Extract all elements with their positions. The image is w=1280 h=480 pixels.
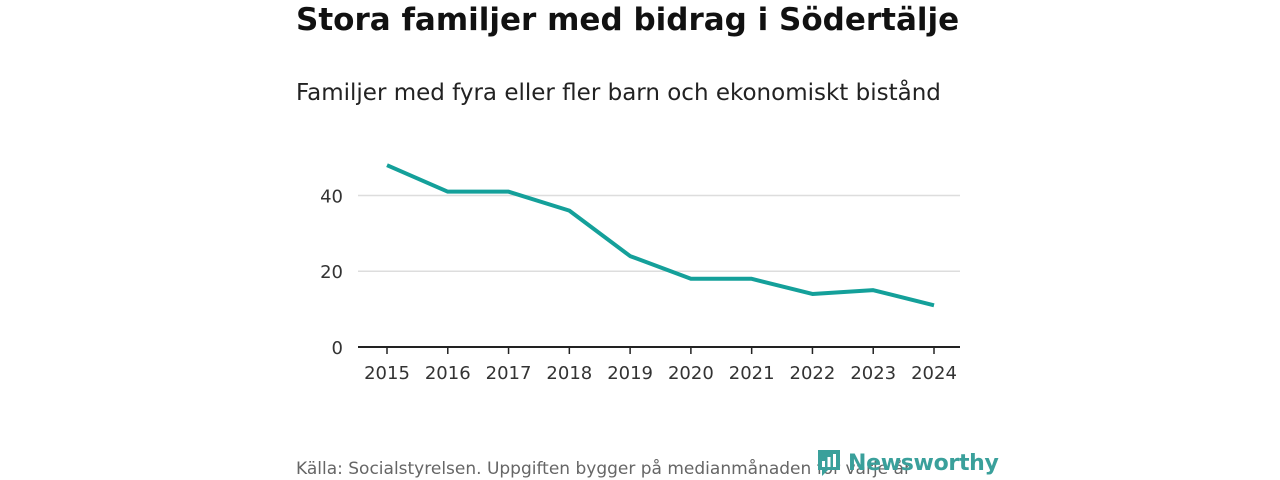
x-tick-label-2020: 2020 xyxy=(668,363,714,384)
brand-name: Newsworthy xyxy=(848,450,999,476)
y-tick-label-20: 20 xyxy=(320,262,343,283)
source-note: Källa: Socialstyrelsen. Uppgiften bygger… xyxy=(296,459,911,479)
x-tick-label-2016: 2016 xyxy=(425,363,471,384)
line-chart: 0 20 40 2015 2016 2017 2018 2019 2020 2021 2022 202… xyxy=(320,163,960,384)
x-tick-label-2018: 2018 xyxy=(546,363,592,384)
chart-title: Stora familjer med bidrag i Södertälje xyxy=(296,2,960,38)
chart-subtitle: Familjer med fyra eller fler barn och ek… xyxy=(296,80,941,106)
y-tick-label-40: 40 xyxy=(320,186,343,207)
x-tick-label-2024: 2024 xyxy=(911,363,957,384)
x-tick-label-2021: 2021 xyxy=(729,363,775,384)
x-tick-label-2019: 2019 xyxy=(607,363,653,384)
brand-logo[interactable]: Newsworthy xyxy=(816,446,999,480)
y-tick-label-0: 0 xyxy=(332,338,343,359)
x-tick-label-2022: 2022 xyxy=(790,363,836,384)
x-tick-label-2015: 2015 xyxy=(364,363,410,384)
x-tick-label-2023: 2023 xyxy=(850,363,896,384)
x-tick-label-2017: 2017 xyxy=(486,363,532,384)
newsworthy-logo-icon xyxy=(818,450,840,476)
series-line-0 xyxy=(386,163,935,308)
